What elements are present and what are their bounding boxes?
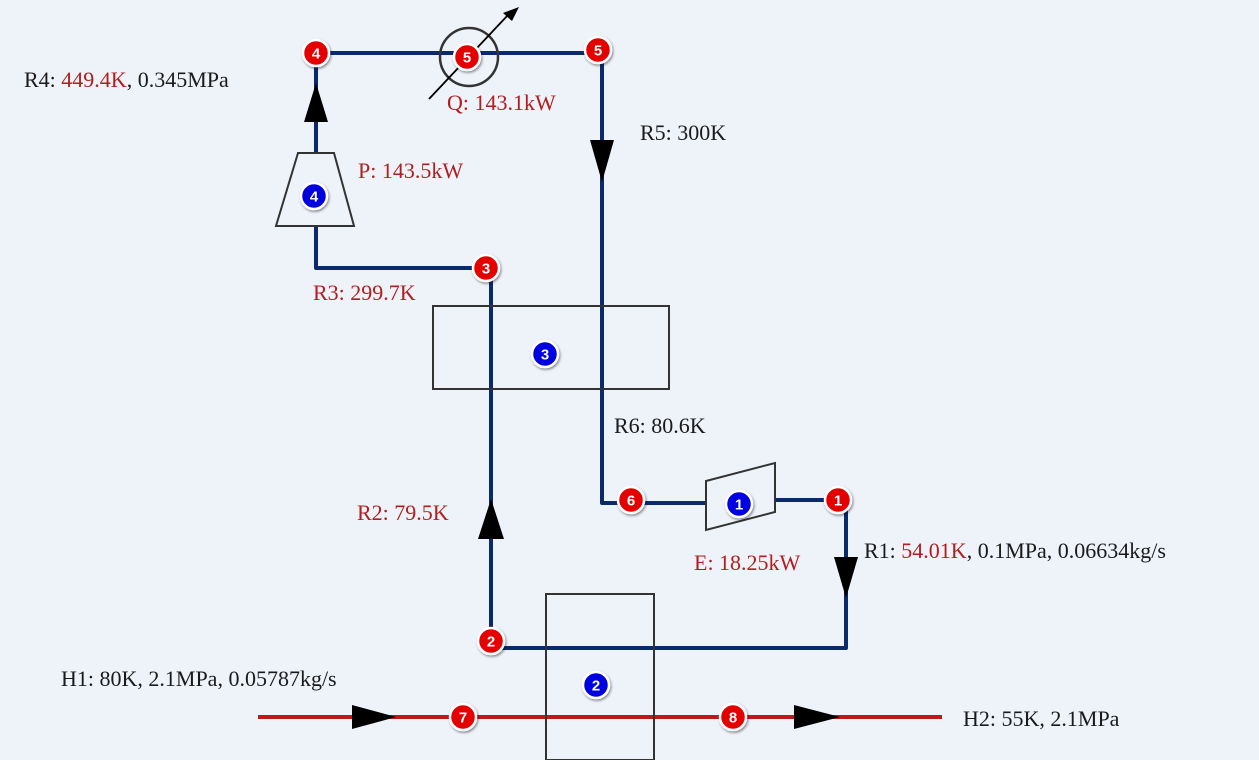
equipment-nodes: 4 3 1 2 (299, 181, 754, 700)
equipment-node-1: 1 (724, 489, 754, 519)
stream-node-3: 3 (471, 253, 501, 283)
r1-label: R1: 54.01K, 0.1MPa, 0.06634kg/s (864, 538, 1166, 563)
equipment (274, 26, 776, 760)
r6-label: R6: 80.6K (614, 413, 706, 438)
r1-prefix: R1: (864, 538, 901, 563)
equipment-node-4: 4 (299, 181, 329, 211)
compressor-power-label: P: 143.5kW (358, 158, 463, 183)
stream-node-4: 4 (301, 38, 331, 68)
stream-node-5-top-label: 5 (594, 43, 602, 60)
r4-label: R4: 449.4K, 0.345MPa (24, 67, 229, 92)
cooler-node-5: 5 (452, 42, 482, 72)
stream-node-8: 8 (718, 702, 748, 732)
arrow-up-r4 (304, 83, 328, 122)
arrow-down-r5 (590, 140, 614, 182)
h1-label: H1: 80K, 2.1MPa, 0.05787kg/s (61, 666, 337, 691)
arrow-right-h2 (794, 705, 840, 729)
stream-node-7-label: 7 (459, 710, 467, 727)
stream-node-3-label: 3 (482, 261, 490, 278)
r1-rest: , 0.1MPa, 0.06634kg/s (967, 538, 1166, 563)
stream-node-6-label: 6 (627, 493, 635, 510)
stream-node-4-label: 4 (312, 46, 321, 63)
stream-node-1: 1 (823, 485, 853, 515)
r4-temperature: 449.4K (61, 67, 127, 92)
cooler-5 (438, 26, 500, 88)
r1-temperature: 54.01K (901, 538, 967, 563)
r3-label: R3: 299.7K (313, 280, 416, 305)
equipment-node-4-label: 4 (310, 189, 319, 206)
stream-node-2: 2 (476, 626, 506, 656)
equipment-node-2-label: 2 (592, 678, 600, 695)
r4-prefix: R4: (24, 67, 61, 92)
stream-node-2-label: 2 (487, 634, 495, 651)
stream-nodes: 4 5 3 6 1 2 7 8 5 (301, 35, 853, 732)
stream-node-7: 7 (448, 702, 478, 732)
heat-exchanger-2 (545, 593, 655, 760)
expander-1 (705, 461, 776, 532)
h2-label: H2: 55K, 2.1MPa (963, 706, 1120, 731)
equipment-node-2: 2 (581, 670, 611, 700)
heat-exchanger-3 (432, 305, 670, 390)
annotations: R4: 449.4K, 0.345MPa Q: 143.1kW R5: 300K… (24, 67, 1166, 731)
arrow-down-r1 (834, 557, 858, 598)
expander-power-label: E: 18.25kW (694, 550, 801, 575)
r5-label: R5: 300K (640, 120, 726, 145)
stream-node-5-top: 5 (583, 35, 613, 65)
cooler-node-5-label: 5 (463, 50, 471, 67)
arrow-up-r2 (478, 499, 504, 539)
r4-pressure: , 0.345MPa (127, 67, 229, 92)
equipment-node-1-label: 1 (735, 497, 743, 514)
r2-label: R2: 79.5K (357, 500, 449, 525)
stream-node-1-label: 1 (834, 493, 842, 510)
equipment-node-3-label: 3 (541, 347, 549, 364)
arrow-right-h1 (352, 705, 396, 729)
line-r3-to-pump (314, 226, 486, 270)
stream-node-8-label: 8 (729, 710, 737, 727)
stream-node-6: 6 (616, 485, 646, 515)
flow-arrows (304, 83, 858, 729)
compressor-4 (274, 152, 356, 227)
equipment-node-3: 3 (530, 339, 560, 369)
cooler-duty-label: Q: 143.1kW (447, 90, 556, 115)
